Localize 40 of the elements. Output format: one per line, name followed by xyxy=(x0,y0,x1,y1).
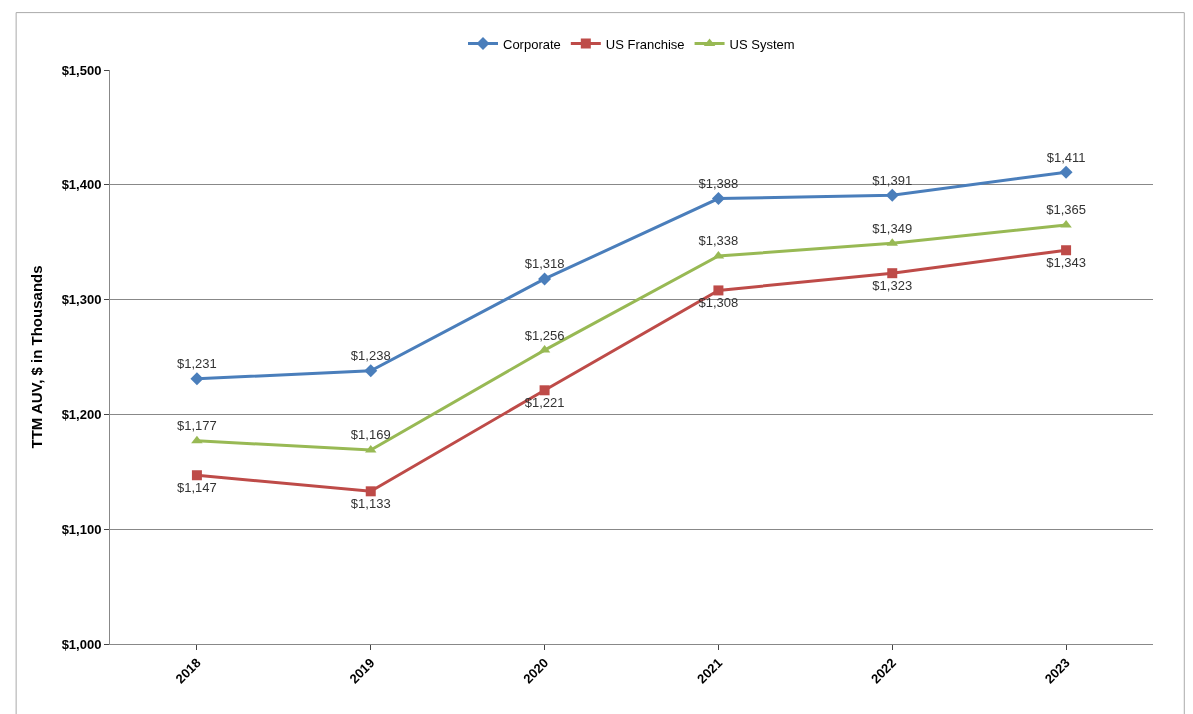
data-label: $1,318 xyxy=(524,256,565,272)
data-label: $1,343 xyxy=(1046,255,1086,271)
point xyxy=(191,435,203,444)
data-label: $1,169 xyxy=(350,427,391,443)
point xyxy=(538,272,552,286)
point xyxy=(1061,245,1072,256)
legend-label: Corporate xyxy=(503,36,561,52)
data-label: $1,231 xyxy=(177,356,217,372)
data-label: $1,349 xyxy=(872,220,913,236)
data-label: $1,308 xyxy=(698,295,739,311)
y-tick-label: $1,400 xyxy=(61,177,102,193)
point xyxy=(190,372,204,386)
data-label: $1,323 xyxy=(872,278,913,294)
point xyxy=(191,470,202,481)
legend-label: US Franchise xyxy=(605,36,685,52)
point xyxy=(365,486,376,497)
data-label: $1,365 xyxy=(1046,202,1086,218)
y-tick-label: $1,000 xyxy=(61,636,102,652)
point xyxy=(713,285,724,296)
point xyxy=(885,188,899,202)
point xyxy=(887,268,898,279)
y-tick-label: $1,300 xyxy=(61,292,102,308)
y-tick-label: $1,500 xyxy=(61,62,102,78)
data-label: $1,391 xyxy=(872,172,913,188)
data-label: $1,411 xyxy=(1046,149,1086,165)
data-label: $1,256 xyxy=(524,327,565,343)
y-tick-label: $1,200 xyxy=(61,406,102,422)
data-label: $1,133 xyxy=(350,496,391,512)
y-axis-title: TTM AUV, $ in Thousands xyxy=(27,265,45,449)
y-tick-label: $1,100 xyxy=(61,521,102,537)
data-label: $1,147 xyxy=(177,480,217,496)
data-label: $1,177 xyxy=(177,418,217,434)
data-label: $1,238 xyxy=(350,348,391,364)
point xyxy=(539,385,550,396)
legend-label: US System xyxy=(729,36,795,52)
point xyxy=(1059,165,1073,179)
data-label: $1,338 xyxy=(698,233,739,249)
point xyxy=(711,192,725,206)
point xyxy=(364,364,378,378)
data-label: $1,221 xyxy=(524,395,565,411)
